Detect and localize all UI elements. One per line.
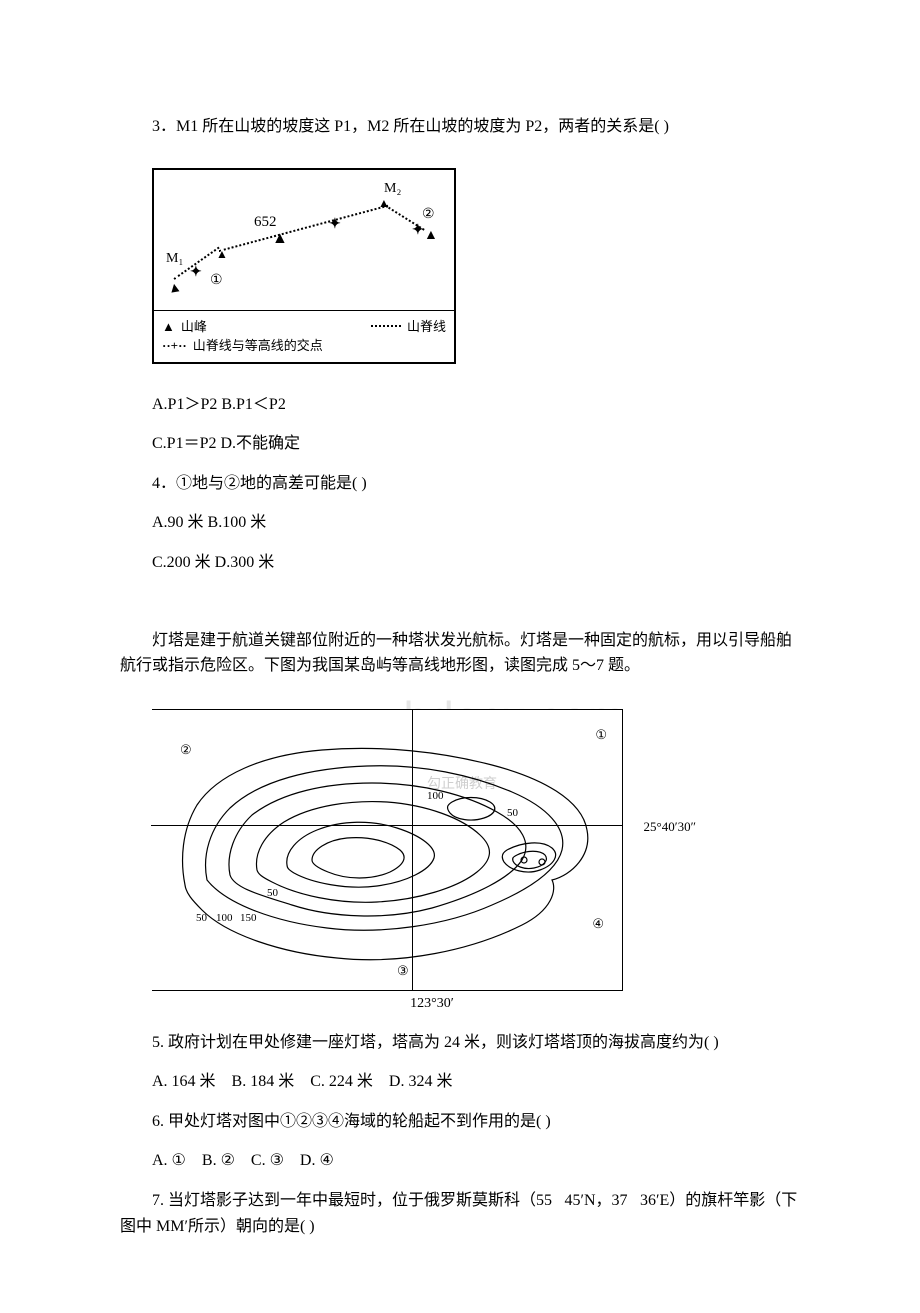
- lat-label: 25°40′30″: [644, 817, 696, 838]
- q6-stem: 6. 甲处灯塔对图中①②③④海域的轮船起不到作用的是( ): [120, 1109, 800, 1135]
- m2-label: M₂: [384, 178, 401, 200]
- circ2-label: ②: [422, 204, 435, 226]
- contour-50: 50: [196, 910, 207, 928]
- peak-icon: ▲: [166, 277, 184, 301]
- island-contours: [152, 710, 622, 990]
- legend-peak-text: 山峰: [181, 317, 207, 337]
- lon-label: 123°30′: [232, 993, 632, 1015]
- q4-stem: 4．①地与②地的高差可能是( ): [120, 471, 800, 497]
- cross-icon: ✦: [190, 262, 202, 284]
- q3-stem: 3．M1 所在山坡的坡度这 P1，M2 所在山坡的坡度为 P2，两者的关系是( …: [120, 114, 800, 140]
- legend-row-cross: ··+·· 山脊线与等高线的交点: [162, 336, 446, 356]
- legend-ridge-text: 山脊线: [407, 317, 446, 337]
- q3-opt-cd: C.P1＝P2 D.不能确定: [120, 431, 800, 457]
- legend-peak-icon: ▲: [162, 317, 175, 337]
- q4-opt-cd: C.200 米 D.300 米: [120, 550, 800, 576]
- q5-stem: 5. 政府计划在甲处修建一座灯塔，塔高为 24 米，则该灯塔塔顶的海拔高度约为(…: [120, 1030, 800, 1056]
- contour-50: 50: [507, 805, 518, 823]
- center-value: 652: [254, 210, 277, 234]
- intro-text: 灯塔是建于航道关键部位附近的一种塔状发光航标。灯塔是一种固定的航标，用以引导船舶…: [120, 628, 800, 679]
- contour-150: 150: [240, 910, 257, 928]
- zone-3: ③: [397, 961, 409, 982]
- circ1-label: ①: [210, 270, 223, 292]
- contour-100: 100: [427, 788, 444, 806]
- contour-50: 50: [267, 885, 278, 903]
- cross-icon: ✦: [329, 214, 341, 236]
- q3-opt-ab: A.P1＞P2 B.P1＜P2: [120, 392, 800, 418]
- figure-2: 勾正确教育: [152, 709, 632, 1015]
- legend-cross-icon: ··+··: [162, 336, 187, 356]
- q6-opts: A. ① B. ② C. ③ D. ④: [120, 1148, 800, 1174]
- q4-opt-ab: A.90 米 B.100 米: [120, 510, 800, 536]
- legend-row-peak: ▲ 山峰 山脊线: [162, 317, 446, 337]
- q5-opts: A. 164 米 B. 184 米 C. 224 米 D. 324 米: [120, 1069, 800, 1095]
- zone-4: ④: [592, 914, 604, 935]
- figure-1: ▲ ✦ ▲ ▲ ✦ ▲ ✦ ▲ M₁ M₂ 652 ① ② ▲ 山峰: [152, 168, 456, 364]
- contour-100: 100: [216, 910, 233, 928]
- zone-2: ②: [180, 740, 192, 761]
- legend-cross-text: 山脊线与等高线的交点: [193, 336, 323, 356]
- peak-icon: ▲: [424, 225, 438, 247]
- peak-icon: ▲: [216, 245, 228, 264]
- q7-stem: 7. 当灯塔影子达到一年中最短时，位于俄罗斯莫斯科（55󸀠45′N，37󸀠36′…: [120, 1188, 800, 1239]
- legend-dots-icon: [371, 325, 401, 327]
- m1-label: M₁: [166, 248, 183, 270]
- zone-1: ①: [595, 725, 607, 746]
